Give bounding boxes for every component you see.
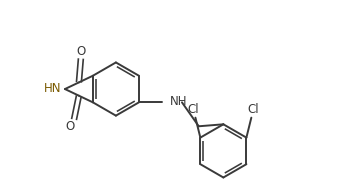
Text: NH: NH (170, 95, 188, 108)
Text: O: O (76, 45, 86, 58)
Text: HN: HN (44, 82, 61, 95)
Text: Cl: Cl (188, 103, 199, 116)
Text: Cl: Cl (247, 103, 259, 116)
Text: O: O (65, 120, 75, 133)
